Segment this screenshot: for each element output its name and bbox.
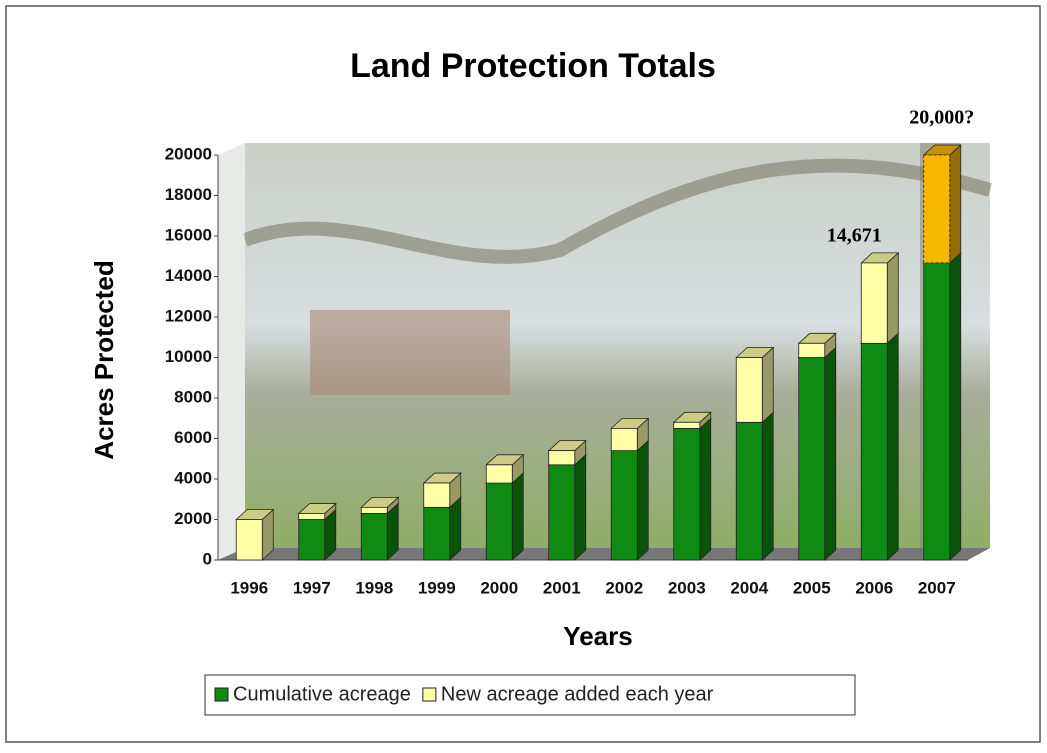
bar-side: [574, 453, 587, 561]
x-tick-label: 1999: [418, 578, 456, 597]
bar: [423, 506, 451, 561]
y-tick-label: 16000: [165, 225, 212, 244]
x-tick-label: 1998: [355, 578, 393, 597]
bar-side: [761, 346, 774, 424]
x-tick-label: 2007: [918, 578, 956, 597]
bar: [298, 513, 326, 520]
y-tick-label: 14000: [165, 266, 212, 285]
legend-label: Cumulative acreage: [233, 683, 411, 705]
x-tick-label: 1997: [293, 578, 331, 597]
y-tick-label: 6000: [174, 428, 212, 447]
x-tick-label: 2005: [793, 578, 831, 597]
legend: [204, 674, 856, 716]
x-tick-label: 1996: [230, 578, 268, 597]
bar: [798, 342, 826, 358]
bar-side: [511, 472, 524, 561]
bar: [923, 262, 951, 561]
y-tick-label: 20000: [165, 144, 212, 163]
bar-side: [949, 144, 962, 264]
bar: [485, 482, 513, 561]
bar: [360, 513, 388, 561]
annotation: 20,000?: [909, 107, 974, 129]
bar: [548, 464, 576, 561]
bar: [798, 357, 826, 561]
x-tick-label: 2001: [543, 578, 581, 597]
bar-side: [449, 496, 462, 561]
bar: [610, 427, 638, 452]
bar-side: [761, 411, 774, 561]
bar: [548, 450, 576, 466]
bar: [735, 421, 763, 561]
floor: [218, 548, 990, 560]
tree-branch: [242, 158, 992, 264]
legend-swatch: [214, 687, 229, 702]
bar: [860, 262, 888, 344]
bar-side: [886, 252, 899, 345]
bar-side: [699, 417, 712, 561]
bar-side: [636, 439, 649, 561]
bar: [673, 427, 701, 561]
bar: [923, 154, 951, 264]
y-tick-label: 8000: [174, 387, 212, 406]
bar: [423, 482, 451, 508]
x-tick-label: 2003: [668, 578, 706, 597]
bar: [673, 421, 701, 429]
bar: [485, 464, 513, 484]
y-tick-label: 4000: [174, 468, 212, 487]
x-axis-title: Years: [563, 621, 632, 651]
bar-side: [886, 332, 899, 561]
legend-swatch: [422, 687, 437, 702]
bar: [860, 342, 888, 561]
y-tick-label: 0: [203, 549, 212, 568]
bar-side: [949, 252, 962, 561]
legend-label: New acreage added each year: [441, 683, 714, 705]
annotation: 14,671: [827, 225, 882, 247]
x-tick-label: 2002: [605, 578, 643, 597]
y-tick-label: 2000: [174, 509, 212, 528]
y-tick-label: 10000: [165, 347, 212, 366]
bar: [298, 519, 326, 561]
bar-side: [824, 346, 837, 561]
bar: [610, 450, 638, 561]
bar: [735, 357, 763, 423]
y-tick-label: 12000: [165, 306, 212, 325]
x-tick-label: 2000: [480, 578, 518, 597]
bar: [360, 506, 388, 514]
chart-title: Land Protection Totals: [350, 47, 716, 85]
house: [310, 310, 510, 395]
x-tick-label: 2004: [730, 578, 768, 597]
side-wall: [218, 143, 245, 560]
bar: [235, 519, 263, 561]
y-axis-title: Acres Protected: [89, 260, 119, 459]
x-tick-label: 2006: [855, 578, 893, 597]
y-tick-label: 18000: [165, 185, 212, 204]
